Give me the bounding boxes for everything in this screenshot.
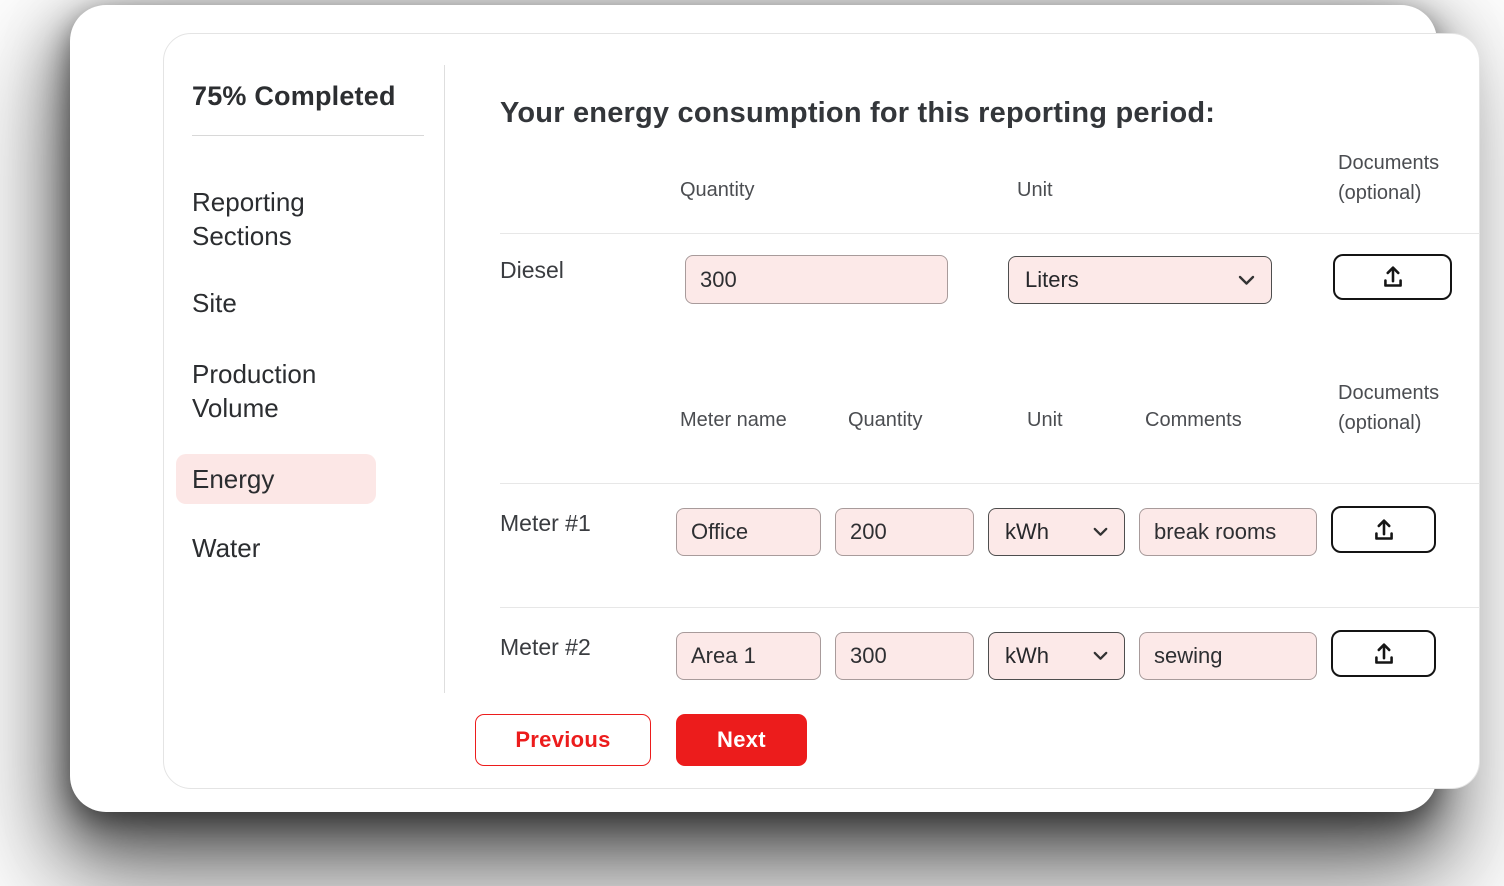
upload-icon bbox=[1370, 640, 1398, 668]
sidebar-item-reporting-sections[interactable]: Reporting Sections bbox=[192, 187, 305, 251]
meter-header-quantity: Quantity bbox=[848, 409, 923, 431]
form-card: 75% Completed Reporting Sections Site Pr… bbox=[70, 5, 1480, 812]
meter-header-unit: Unit bbox=[1027, 409, 1063, 431]
chevron-down-icon bbox=[1093, 651, 1108, 661]
sidebar-item-energy[interactable]: Energy bbox=[192, 464, 275, 494]
fuel-header-unit: Unit bbox=[1017, 179, 1053, 201]
diesel-unit-select[interactable]: Liters bbox=[1008, 256, 1272, 304]
fuel-header-quantity: Quantity bbox=[680, 179, 755, 201]
previous-button[interactable]: Previous bbox=[475, 714, 651, 766]
upload-icon bbox=[1370, 516, 1398, 544]
sidebar-item-water[interactable]: Water bbox=[192, 533, 261, 563]
chevron-down-icon bbox=[1238, 275, 1255, 286]
meter2-comments-input[interactable] bbox=[1139, 632, 1317, 680]
diesel-upload-button[interactable] bbox=[1333, 254, 1452, 300]
meter2-name-input[interactable] bbox=[676, 632, 821, 680]
meter2-unit-select[interactable]: kWh bbox=[988, 632, 1125, 680]
diesel-unit-value: Liters bbox=[1025, 267, 1079, 292]
meter-table-divider-1 bbox=[500, 483, 1480, 484]
meter1-name-input[interactable] bbox=[676, 508, 821, 556]
fuel-header-documents: Documents (optional) bbox=[1338, 148, 1439, 208]
fuel-row-label: Diesel bbox=[500, 257, 564, 283]
sidebar-item-production-volume[interactable]: Production Volume bbox=[192, 359, 317, 423]
chevron-down-icon bbox=[1093, 527, 1108, 537]
meter1-row-label: Meter #1 bbox=[500, 510, 591, 536]
meter-header-name: Meter name bbox=[680, 409, 787, 431]
fuel-table-divider bbox=[500, 233, 1480, 234]
meter1-comments-input[interactable] bbox=[1139, 508, 1317, 556]
sidebar-item-site[interactable]: Site bbox=[192, 288, 237, 318]
fuel-header-documents-line1: Documents bbox=[1338, 152, 1440, 174]
page-title: Your energy consumption for this reporti… bbox=[500, 97, 1216, 129]
meter1-unit-value: kWh bbox=[1005, 519, 1049, 544]
meter-table-divider-2 bbox=[500, 607, 1480, 608]
fuel-header-documents-line2: (optional) bbox=[1338, 182, 1422, 204]
meter1-quantity-input[interactable] bbox=[835, 508, 974, 556]
meter-header-comments: Comments bbox=[1145, 409, 1242, 431]
progress-label: 75% Completed bbox=[192, 81, 396, 111]
meter2-quantity-input[interactable] bbox=[835, 632, 974, 680]
diesel-quantity-input[interactable] bbox=[685, 255, 948, 304]
upload-icon bbox=[1379, 263, 1407, 291]
meter2-row-label: Meter #2 bbox=[500, 634, 591, 660]
meter2-unit-value: kWh bbox=[1005, 643, 1049, 668]
meter-header-documents-line1: Documents bbox=[1338, 382, 1440, 404]
meter-header-documents-line2: (optional) bbox=[1338, 412, 1422, 434]
next-button[interactable]: Next bbox=[676, 714, 807, 766]
sidebar-active-highlight bbox=[176, 454, 376, 504]
meter-header-documents: Documents (optional) bbox=[1338, 378, 1439, 438]
sidebar-divider bbox=[192, 135, 424, 136]
meter1-unit-select[interactable]: kWh bbox=[988, 508, 1125, 556]
sidebar-vertical-divider bbox=[444, 65, 445, 693]
meter2-upload-button[interactable] bbox=[1331, 630, 1436, 677]
meter1-upload-button[interactable] bbox=[1331, 506, 1436, 553]
